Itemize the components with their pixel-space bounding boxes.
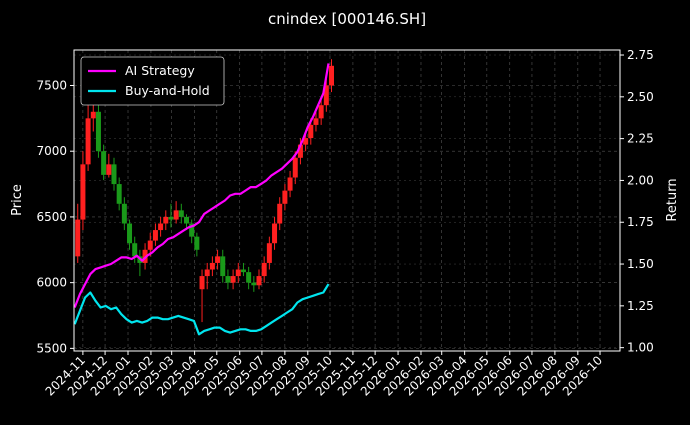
right-axis: 1.00 1.25 1.50 1.75 2.00 2.25 2.50 2.75 <box>620 48 654 355</box>
candle-body <box>194 236 200 250</box>
left-axis-label: Price <box>10 184 25 216</box>
candle-body <box>127 223 133 244</box>
line-series <box>73 63 330 336</box>
candle-body <box>147 240 153 250</box>
candle-body <box>121 203 127 224</box>
candle-body <box>318 105 324 119</box>
plot-frame <box>73 49 621 352</box>
line-buy-and-hold <box>73 283 330 336</box>
legend-label: Buy-and-Hold <box>125 83 210 98</box>
candle-body <box>272 223 278 244</box>
candle-body <box>266 243 272 263</box>
candle-body <box>230 276 236 283</box>
candle-body <box>95 111 101 152</box>
candle-body <box>152 230 158 241</box>
left-axis: 5500 6000 6500 7000 7500 <box>36 78 74 355</box>
candle-body <box>116 184 122 204</box>
candle-body <box>282 190 288 204</box>
right-axis-label: Return <box>665 178 680 221</box>
candle-body <box>111 164 117 185</box>
candle-body <box>189 223 195 237</box>
candle-body <box>256 276 262 286</box>
candle-body <box>173 210 179 220</box>
candle-body <box>292 157 298 178</box>
candle-body <box>225 276 231 283</box>
candle-body <box>168 216 174 220</box>
candle-body <box>178 210 184 217</box>
candle-body <box>308 124 314 139</box>
candle-body <box>329 65 335 86</box>
candle-body <box>85 118 91 165</box>
candle-body <box>101 151 107 175</box>
candle-body <box>132 243 138 257</box>
candle-body <box>90 111 96 119</box>
line-ai-strategy <box>73 63 330 308</box>
candle-body <box>287 177 293 191</box>
left-tick-label: 6000 <box>36 276 67 290</box>
right-tick-label: 2.00 <box>627 173 654 187</box>
right-tick-label: 2.25 <box>627 132 654 146</box>
candle-body <box>303 138 309 145</box>
left-tick-label: 5500 <box>36 341 67 355</box>
candle-body <box>313 118 319 125</box>
candle-body <box>80 164 86 220</box>
candle-body <box>106 164 112 175</box>
candle-body <box>323 85 329 106</box>
candle-body <box>163 216 169 224</box>
legend: AI Strategy Buy-and-Hold <box>80 56 225 106</box>
candle-body <box>204 269 210 277</box>
right-tick-label: 1.00 <box>627 341 654 355</box>
chart-title: cnindex [000146.SH] <box>268 10 426 28</box>
right-tick-label: 1.75 <box>627 215 654 229</box>
candle-body <box>240 269 246 273</box>
right-tick-label: 2.75 <box>627 48 654 62</box>
candle-body <box>297 144 303 158</box>
candle-body <box>246 272 252 283</box>
candle-body <box>251 282 257 286</box>
right-tick-label: 2.50 <box>627 90 654 104</box>
candle-body <box>220 256 226 277</box>
left-tick-label: 6500 <box>36 210 67 224</box>
legend-label: AI Strategy <box>125 63 195 78</box>
candle-body <box>199 276 205 290</box>
candle-body <box>235 269 241 277</box>
right-tick-label: 1.50 <box>627 257 654 271</box>
candle-body <box>209 262 215 270</box>
left-tick-label: 7500 <box>36 78 67 92</box>
candle-body <box>75 219 81 257</box>
left-tick-label: 7000 <box>36 144 67 158</box>
candle-body <box>183 216 189 224</box>
right-tick-label: 1.25 <box>627 299 654 313</box>
legend-box <box>80 56 225 106</box>
candle-body <box>261 262 267 277</box>
candle-body <box>215 256 221 263</box>
candle-body <box>277 203 283 224</box>
candle-body <box>158 223 164 231</box>
